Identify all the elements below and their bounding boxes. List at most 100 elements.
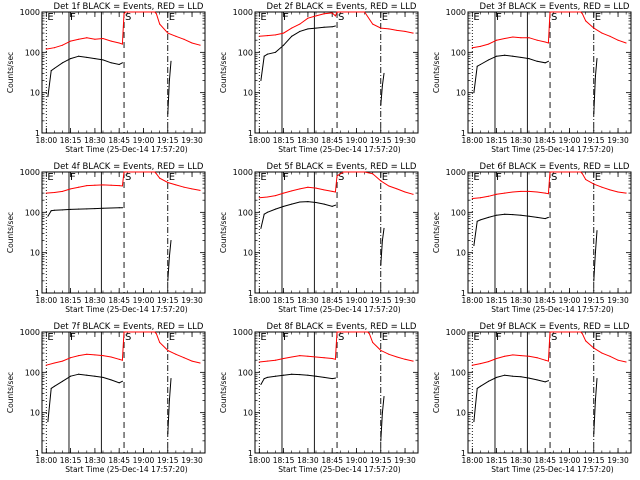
data-point (299, 355, 301, 357)
y-tick-label: 1000 (233, 8, 253, 17)
data-point (487, 59, 490, 61)
data-point (536, 60, 538, 62)
y-axis-label: Counts/sec (432, 52, 441, 93)
series-line (47, 373, 172, 434)
chart-title: Det 1f BLACK = Events, RED = LLD (54, 2, 204, 12)
data-point (581, 333, 583, 335)
y-tick-label: 1000 (233, 168, 253, 177)
data-point (168, 256, 170, 258)
event-marker-label: E (382, 12, 388, 23)
data-point (118, 42, 120, 44)
x-tick-label: 18:45 (108, 296, 130, 305)
data-point (291, 373, 293, 375)
data-point (191, 360, 193, 362)
y-tick-label: 100 (238, 208, 253, 217)
data-point (594, 76, 596, 78)
data-point (594, 399, 596, 402)
plot-frame (41, 331, 206, 454)
x-tick-label: 18:00 (462, 296, 484, 305)
x-tick-label: 19:30 (394, 296, 416, 305)
data-point (102, 37, 104, 40)
data-point (601, 352, 603, 354)
data-point (331, 12, 333, 14)
event-marker-label: E (47, 172, 53, 183)
data-point (266, 211, 268, 213)
data-point (170, 60, 172, 62)
data-point (125, 11, 127, 13)
data-point (155, 173, 157, 175)
data-point (323, 203, 325, 205)
data-point (70, 58, 72, 60)
x-tick-label: 18:15 (60, 456, 82, 465)
data-point (512, 36, 514, 38)
y-tick-label: 10 (243, 409, 253, 418)
data-point (528, 355, 530, 357)
data-point (291, 203, 293, 205)
data-point (78, 186, 80, 188)
data-point (50, 210, 52, 212)
data-point (323, 26, 325, 28)
data-point (170, 378, 172, 380)
data-point (601, 32, 603, 34)
x-tick-label: 18:45 (321, 136, 343, 145)
data-point (274, 375, 277, 377)
data-point (78, 373, 80, 375)
event-marker-label: E (169, 172, 175, 183)
x-tick-label: 18:00 (462, 136, 484, 145)
data-point (342, 171, 345, 173)
data-point (479, 219, 481, 221)
data-point (118, 207, 120, 209)
chart-svg: Det 1f BLACK = Events, RED = LLD 1 10 100 10… (6, 2, 206, 154)
chart-title: Det 5f BLACK = Events, RED = LLD (267, 162, 417, 172)
x-tick-label: 18:15 (60, 136, 82, 145)
x-tick-label: 18:30 (510, 136, 532, 145)
data-point (528, 37, 530, 39)
chart-svg: Det 7f BLACK = Events, RED = LLD 1 10 100 10… (6, 322, 206, 474)
data-point (551, 171, 553, 173)
data-point (593, 27, 595, 29)
data-point (266, 53, 268, 55)
data-point (283, 192, 285, 194)
data-point (476, 65, 478, 67)
data-point (123, 331, 125, 333)
x-tick-label: 18:00 (36, 456, 58, 465)
data-point (544, 41, 546, 43)
data-point (102, 59, 104, 61)
data-point (155, 333, 157, 335)
chart-svg: Det 5f BLACK = Events, RED = LLD 1 10 100 10… (219, 162, 419, 314)
data-point (291, 356, 293, 358)
data-point (274, 34, 277, 36)
x-tick-label: 18:00 (249, 296, 271, 305)
y-tick-label: 100 (25, 48, 40, 57)
data-point (536, 216, 538, 218)
data-point (504, 374, 506, 376)
data-point (260, 227, 262, 229)
x-tick-label: 18:45 (534, 296, 556, 305)
data-point (580, 11, 582, 13)
data-point (61, 44, 64, 46)
data-point (487, 216, 490, 218)
data-point (331, 205, 333, 207)
y-tick-label: 10 (30, 89, 40, 98)
x-axis-label: Start Time (25-Dec-14 17:57:20) (65, 465, 187, 474)
data-point (167, 349, 169, 351)
data-point (121, 359, 123, 361)
data-point (283, 374, 285, 376)
data-point (544, 381, 546, 383)
data-point (334, 15, 336, 17)
data-point (504, 355, 506, 357)
data-point (258, 35, 260, 37)
data-point (183, 186, 185, 188)
data-point (307, 355, 309, 357)
data-point (94, 208, 96, 210)
data-point (585, 340, 587, 342)
data-point (121, 43, 123, 45)
data-point (331, 190, 333, 192)
data-point (380, 104, 382, 106)
data-point (487, 361, 490, 363)
data-point (372, 173, 374, 175)
data-point (334, 204, 336, 206)
data-point (110, 40, 112, 42)
data-point (549, 11, 551, 13)
